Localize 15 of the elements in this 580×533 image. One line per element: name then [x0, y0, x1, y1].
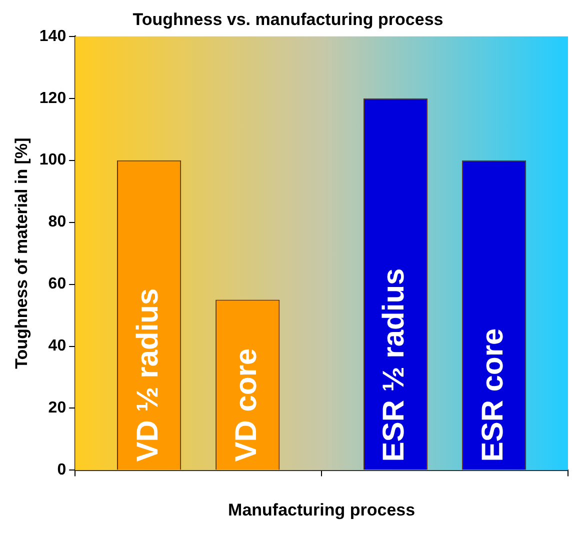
y-tick-label: 60	[48, 276, 66, 293]
x-axis-title: Manufacturing process	[228, 500, 416, 520]
series-label: VD core	[230, 348, 263, 462]
series-label: ESR ½ radius	[378, 268, 411, 462]
y-tick-label: 140	[39, 28, 66, 45]
y-tick-label: 100	[39, 152, 66, 169]
chart-title: Toughness vs. manufacturing process	[132, 10, 444, 29]
y-tick-label: 0	[57, 462, 66, 479]
y-tick-label: 40	[48, 338, 66, 355]
y-tick-label: 120	[39, 90, 66, 107]
y-tick-label: 80	[48, 214, 66, 231]
y-tick-label: 20	[48, 400, 66, 417]
y-axis-title: Toughness of material in [%]	[12, 138, 31, 369]
series-label: VD ½ radius	[131, 288, 164, 462]
series-label: ESR core	[476, 328, 510, 462]
